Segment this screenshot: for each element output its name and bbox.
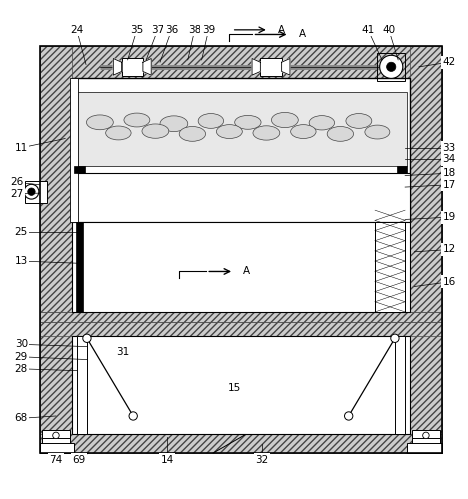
Polygon shape: [143, 58, 151, 75]
Ellipse shape: [198, 114, 224, 128]
Bar: [40, 322, 442, 336]
Text: 39: 39: [202, 25, 215, 35]
Text: 16: 16: [442, 277, 456, 287]
Bar: [74, 92, 408, 166]
Circle shape: [129, 412, 137, 420]
Text: 69: 69: [73, 455, 86, 465]
Text: 25: 25: [15, 227, 28, 237]
Text: 31: 31: [117, 347, 130, 357]
Text: 38: 38: [188, 25, 201, 35]
Bar: [395, 336, 405, 435]
Bar: [40, 435, 442, 453]
Polygon shape: [252, 58, 260, 75]
Ellipse shape: [253, 126, 280, 140]
Text: 40: 40: [382, 25, 395, 35]
Ellipse shape: [106, 126, 131, 140]
Bar: [375, 222, 405, 312]
Bar: [40, 46, 72, 453]
Bar: [260, 58, 282, 76]
Text: 36: 36: [165, 25, 178, 35]
Ellipse shape: [346, 114, 372, 128]
Text: 13: 13: [15, 256, 28, 266]
Circle shape: [53, 432, 59, 439]
Text: 41: 41: [361, 25, 375, 35]
Circle shape: [28, 188, 35, 196]
Bar: [42, 430, 70, 438]
Ellipse shape: [142, 124, 169, 138]
Bar: [40, 312, 442, 322]
Text: 12: 12: [442, 245, 456, 254]
Text: 30: 30: [15, 339, 28, 349]
Bar: [40, 312, 442, 322]
Text: 35: 35: [130, 25, 144, 35]
Text: 26: 26: [10, 178, 23, 188]
Text: 74: 74: [49, 455, 63, 465]
Bar: [76, 222, 83, 312]
Bar: [72, 173, 410, 222]
Bar: [74, 166, 85, 173]
Bar: [122, 58, 143, 76]
Circle shape: [387, 62, 396, 71]
Bar: [40, 443, 74, 453]
Circle shape: [83, 334, 91, 342]
Ellipse shape: [327, 126, 353, 141]
Ellipse shape: [365, 125, 390, 139]
Text: 17: 17: [442, 180, 456, 190]
Bar: [77, 336, 87, 435]
Text: 29: 29: [15, 352, 28, 362]
Bar: [375, 222, 405, 312]
Bar: [72, 222, 410, 312]
Text: A: A: [278, 25, 285, 35]
Text: 27: 27: [10, 189, 23, 199]
Text: A: A: [299, 29, 306, 39]
Bar: [70, 78, 78, 222]
Text: 24: 24: [70, 25, 83, 35]
Circle shape: [344, 412, 353, 420]
Ellipse shape: [160, 116, 188, 132]
Ellipse shape: [87, 115, 113, 130]
Bar: [377, 53, 405, 81]
Text: 68: 68: [15, 413, 28, 423]
Ellipse shape: [124, 113, 150, 127]
Bar: [408, 443, 442, 453]
Bar: [42, 435, 70, 444]
Text: 33: 33: [442, 143, 456, 153]
Ellipse shape: [216, 125, 242, 139]
Text: 11: 11: [15, 143, 28, 153]
Text: 37: 37: [151, 25, 164, 35]
Circle shape: [423, 432, 429, 439]
Text: 14: 14: [161, 455, 174, 465]
Text: 28: 28: [15, 364, 28, 374]
Bar: [25, 181, 47, 203]
Bar: [72, 336, 410, 435]
Bar: [397, 166, 408, 173]
Polygon shape: [113, 58, 122, 75]
Text: 19: 19: [442, 212, 456, 222]
Text: 32: 32: [255, 455, 268, 465]
Bar: [412, 435, 440, 444]
Ellipse shape: [309, 116, 335, 130]
Ellipse shape: [179, 126, 205, 141]
Ellipse shape: [271, 112, 298, 128]
Circle shape: [380, 55, 403, 78]
Bar: [72, 78, 410, 222]
Text: A: A: [243, 266, 250, 276]
Ellipse shape: [291, 125, 316, 139]
Text: 18: 18: [442, 168, 456, 178]
Bar: [40, 46, 442, 78]
Bar: [412, 430, 440, 438]
Bar: [410, 46, 442, 453]
Polygon shape: [282, 58, 290, 75]
Circle shape: [391, 334, 399, 342]
Text: 15: 15: [227, 383, 241, 393]
Text: 42: 42: [442, 57, 456, 67]
Ellipse shape: [234, 115, 261, 129]
Text: 34: 34: [442, 154, 456, 164]
Bar: [40, 46, 442, 453]
Circle shape: [24, 184, 39, 199]
